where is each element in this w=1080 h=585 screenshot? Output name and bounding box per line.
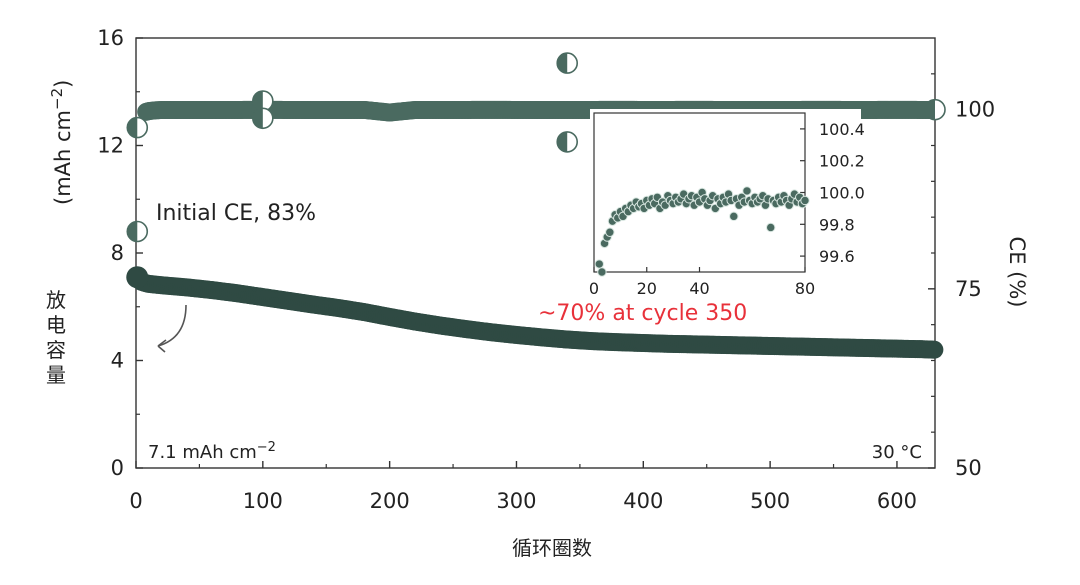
ce-point-outlier-fill — [557, 53, 568, 74]
y-axis-right-title: CE (%) — [1005, 237, 1029, 308]
x-tick-label: 500 — [750, 489, 790, 513]
x-tick-label: 400 — [623, 489, 663, 513]
y-axis-left-cn-2: 电 — [46, 313, 66, 337]
annotation-start-capacity: 7.1 mAh cm−2 — [148, 440, 276, 463]
inset-point — [800, 195, 810, 206]
x-tick-label: 0 — [129, 489, 142, 513]
inset-point — [605, 227, 615, 237]
y-left-tick-label: 12 — [97, 134, 124, 158]
capacity-axis-arrow — [157, 304, 187, 347]
y-axis-left-cn-4: 量 — [46, 363, 66, 387]
x-axis-title: 循环圈数 — [512, 536, 592, 560]
capacity-point — [925, 340, 944, 359]
y-left-tick-label: 0 — [111, 456, 124, 480]
inset-x-tick-label: 0 — [589, 279, 599, 298]
annotation-temperature: 30 °C — [872, 442, 922, 463]
ce-point-outlier-fill — [557, 131, 568, 152]
y-axis-left-cn-3: 容 — [46, 338, 66, 362]
y-left-tick-label: 8 — [111, 241, 124, 265]
inset-point — [766, 222, 776, 233]
capacity-axis-arrowhead — [157, 339, 167, 353]
inset-x-tick-label: 80 — [795, 279, 815, 298]
inset-y-tick-label: 99.6 — [819, 247, 855, 266]
y-axis-left-cn-1: 放 — [46, 288, 66, 312]
annotation-retention: ~70% at cycle 350 — [538, 301, 747, 326]
x-tick-label: 100 — [243, 489, 283, 513]
inset-x-tick-label: 40 — [689, 279, 709, 298]
series-capacity — [126, 266, 944, 359]
inset-point — [594, 259, 604, 269]
ce-point-initial-fill — [127, 221, 138, 242]
inset-y-tick-label: 100.2 — [819, 152, 865, 171]
y-right-tick-label: 75 — [955, 277, 982, 301]
inset-y-tick-label: 100.4 — [819, 120, 865, 139]
inset-y-tick-label: 99.8 — [819, 215, 855, 234]
inset-point — [742, 186, 752, 196]
inset-x-tick-label: 20 — [637, 279, 657, 298]
annotation-initial-ce: Initial CE, 83% — [156, 201, 316, 226]
capacity-point-first — [126, 266, 149, 289]
y-axis-left-unit: (mAh cm−2) — [48, 80, 75, 205]
y-right-tick-label: 100 — [955, 98, 995, 122]
ce-point-outlier-fill — [127, 117, 138, 138]
ce-point-last-fill — [925, 99, 935, 120]
y-right-tick-label: 50 — [955, 456, 982, 480]
x-tick-label: 200 — [370, 489, 410, 513]
y-left-tick-label: 4 — [111, 349, 124, 373]
x-tick-label: 600 — [877, 489, 917, 513]
inset-point — [597, 267, 607, 277]
inset-series — [594, 186, 810, 277]
ce-point-outlier-fill — [252, 91, 263, 112]
y-left-tick-label: 16 — [97, 26, 124, 50]
ce-point-outlier-fill — [252, 108, 263, 129]
inset-y-tick-label: 100.0 — [819, 184, 865, 203]
y-axis-left-title: (mAh cm−2) 放 电 容 量 — [46, 80, 75, 387]
inset-point — [729, 211, 739, 222]
x-tick-label: 300 — [496, 489, 536, 513]
